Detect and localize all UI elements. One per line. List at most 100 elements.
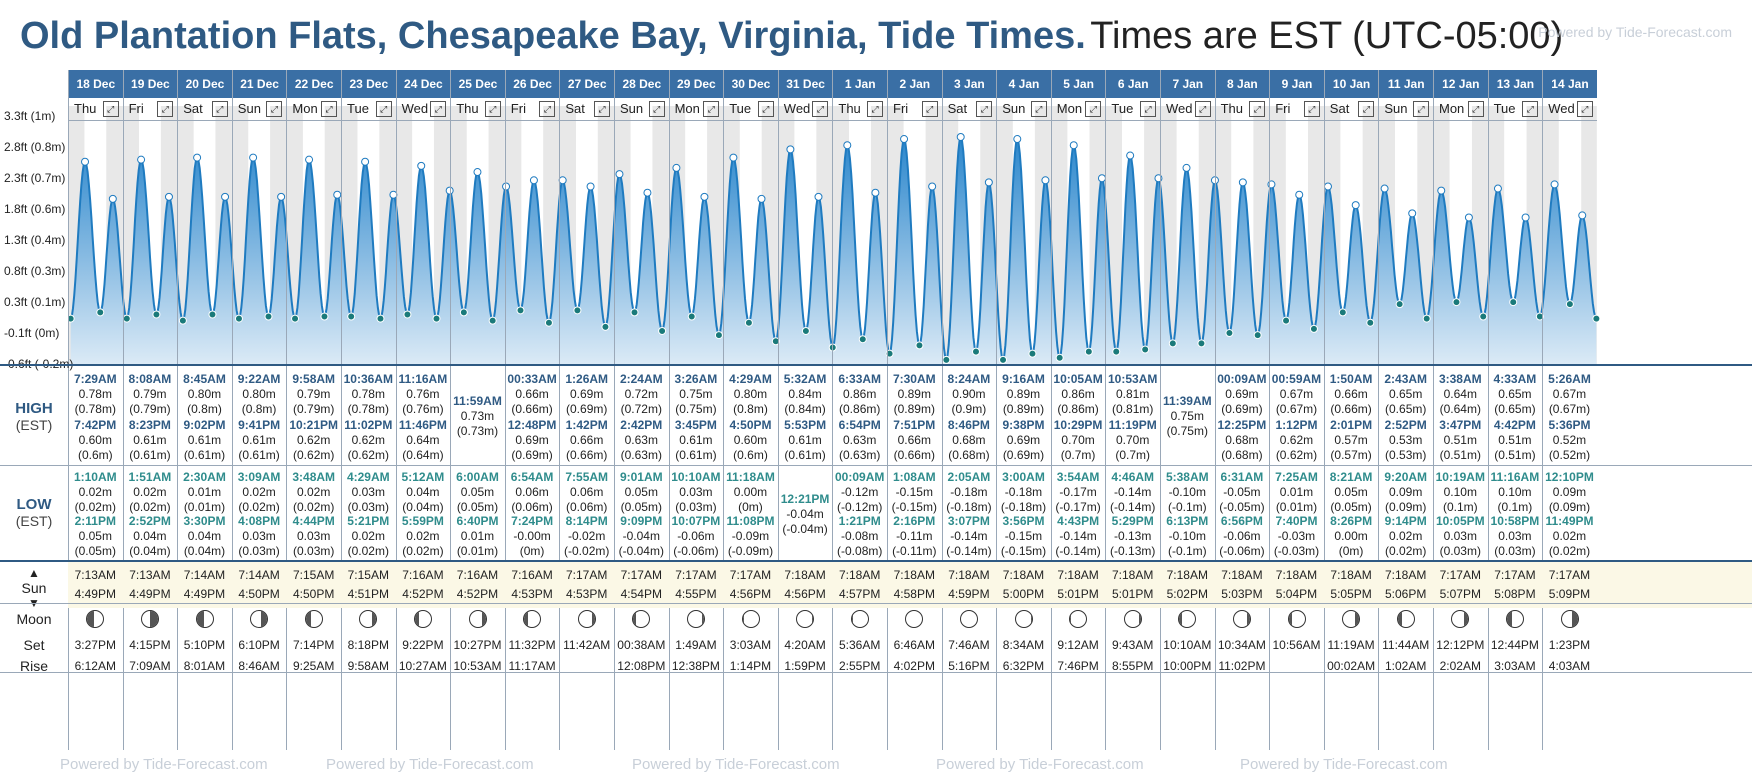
h2-cell: 3:45PM 0.61m (0.61m) [669,418,724,463]
day-column: 23 Dec Tue ⤢ [341,70,396,750]
h1-cell: 2:43AM 0.65m (0.65m) [1378,372,1433,417]
sunset-time: 4:57PM [839,587,881,601]
l2-height: -0.11m [896,529,933,543]
day-of-week: Tue ⤢ [724,98,778,121]
h2-cell: 11:19PM 0.70m (0.7m) [1105,418,1160,463]
moonset-time: 1:49AM [675,638,717,652]
l1-height: -0.14m [1114,485,1152,499]
day-date: 26 Dec [505,70,560,98]
l2-cell: 9:14PM 0.02m (0.02m) [1378,514,1433,559]
l1-height: 0.06m [570,485,604,499]
expand-icon[interactable]: ⤢ [157,101,174,117]
sunset-time: 5:08PM [1494,587,1536,601]
low-tide-point [68,314,75,323]
moonrise-time: 8:46AM [238,659,280,673]
expand-icon[interactable]: ⤢ [1303,101,1320,117]
low-tide-point [347,312,356,321]
h2-height-alt: (0.66m) [893,448,935,462]
expand-icon[interactable]: ⤢ [593,101,610,117]
day-column: 5 Jan Mon ⤢ [1050,70,1106,750]
l2-time: 3:30PM [183,514,226,528]
moon-shade [1070,611,1071,627]
expand-icon[interactable]: ⤢ [648,101,665,117]
l2-time: 8:26PM [1330,514,1373,528]
l2-height: -0.04m [622,529,660,543]
day-date: 24 Dec [396,70,451,98]
h2-cell: 2:52PM 0.53m (0.53m) [1378,418,1433,463]
bottom-rule [0,672,1752,673]
sun-cell: 7:16AM 4:52PM [396,566,451,604]
l1-cell: 11:16AM 0.10m (0.1m) [1488,470,1543,515]
expand-icon[interactable]: ⤢ [1522,101,1539,117]
l1-height: 0.09m [1389,485,1423,499]
sun-cell: 7:13AM 4:49PM [68,566,123,604]
high-tide-point [814,192,823,201]
high-tide-point [249,153,258,162]
expand-icon[interactable]: ⤢ [703,101,720,117]
expand-icon[interactable]: ⤢ [211,101,228,117]
expand-icon[interactable]: ⤢ [1576,101,1593,117]
expand-icon[interactable]: ⤢ [375,101,392,117]
sun-cell: 7:13AM 4:49PM [123,566,178,604]
h1-height-alt: (0.76m) [402,402,444,416]
moonset-time: 10:34AM [1217,638,1266,652]
moon-times-cell: 5:10PM 8:01AM [177,635,232,677]
l1-time: 6:54AM [510,470,554,484]
expand-icon[interactable]: ⤢ [1030,101,1047,117]
expand-icon[interactable]: ⤢ [484,101,501,117]
h1-cell: 1:26AM 0.69m (0.69m) [559,372,614,417]
low-tide-point [488,316,497,325]
day-of-week: Sat ⤢ [1324,98,1379,121]
l2-cell: 5:59PM 0.02m (0.02m) [396,514,451,559]
h2-cell: 9:02PM 0.61m (0.61m) [177,418,232,463]
expand-icon[interactable]: ⤢ [1139,101,1156,117]
l1-height-alt: (-0.14m) [1110,500,1156,514]
h1-time: 8:08AM [128,372,172,386]
low-tide-point [152,310,161,319]
h2-height: 0.53m [1389,433,1423,447]
h1-height-alt: (0.69m) [566,402,608,416]
h1-height: 0.67m [1552,387,1587,401]
h2-height-alt: (0.61m) [675,448,717,462]
expand-icon[interactable]: ⤢ [812,101,829,117]
moon-shade [701,611,704,627]
page-title: Old Plantation Flats, Chesapeake Bay, Vi… [20,10,1563,62]
moon-times-cell: 8:18PM 9:58AM [341,635,396,677]
expand-icon[interactable]: ⤢ [266,101,283,117]
expand-icon[interactable]: ⤢ [976,101,993,117]
expand-icon[interactable]: ⤢ [102,101,119,117]
h2-cell: 7:42PM 0.60m (0.6m) [68,418,123,463]
expand-icon[interactable]: ⤢ [430,101,447,117]
day-column: 9 Jan Fri ⤢ [1269,70,1324,750]
sunset-time: 4:51PM [347,587,389,601]
moon-shade [742,611,745,627]
l1-cell: 12:10PM 0.09m (0.09m) [1542,470,1597,515]
expand-icon[interactable]: ⤢ [1249,101,1266,117]
day-date: 27 Dec [560,70,614,98]
expand-icon[interactable]: ⤢ [1412,101,1429,117]
moonset-time: 11:32PM [508,638,556,652]
h2-height-alt: (0.63m) [620,448,662,462]
moonset-time: 3:27PM [74,638,116,652]
expand-icon[interactable]: ⤢ [539,101,556,117]
moonrise-time: 12:08PM [617,659,666,673]
expand-icon[interactable]: ⤢ [921,101,938,117]
high-tide-point [277,192,286,201]
high-tide-point [1351,201,1360,210]
expand-icon[interactable]: ⤢ [866,101,883,117]
high-tide-point [529,176,538,185]
h1-time: 10:36AM [343,372,393,386]
l1-time: 1:08AM [892,470,936,484]
l1-height-alt: (-0.05m) [1219,500,1265,514]
low-tide-point [1084,347,1093,356]
expand-icon[interactable]: ⤢ [1358,101,1375,117]
expand-icon[interactable]: ⤢ [320,101,337,117]
expand-icon[interactable]: ⤢ [1194,101,1211,117]
expand-icon[interactable]: ⤢ [1085,101,1102,117]
h1-height: 0.65m [1498,387,1532,401]
expand-icon[interactable]: ⤢ [1467,101,1484,117]
h2-time: 2:01PM [1330,418,1373,432]
moon-shade [1246,611,1250,627]
h2-height: 0.63m [624,433,658,447]
expand-icon[interactable]: ⤢ [757,101,774,117]
